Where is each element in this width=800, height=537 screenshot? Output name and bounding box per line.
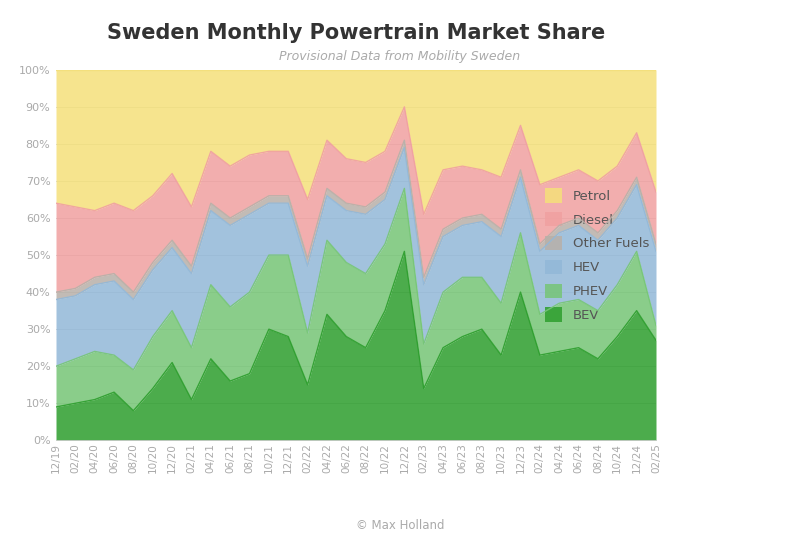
Legend: Petrol, Diesel, Other Fuels, HEV, PHEV, BEV: Petrol, Diesel, Other Fuels, HEV, PHEV, … xyxy=(546,188,650,322)
Title: Sweden Monthly Powertrain Market Share: Sweden Monthly Powertrain Market Share xyxy=(107,23,605,43)
Text: Provisional Data from Mobility Sweden: Provisional Data from Mobility Sweden xyxy=(279,50,521,63)
Text: © Max Holland: © Max Holland xyxy=(356,519,444,532)
